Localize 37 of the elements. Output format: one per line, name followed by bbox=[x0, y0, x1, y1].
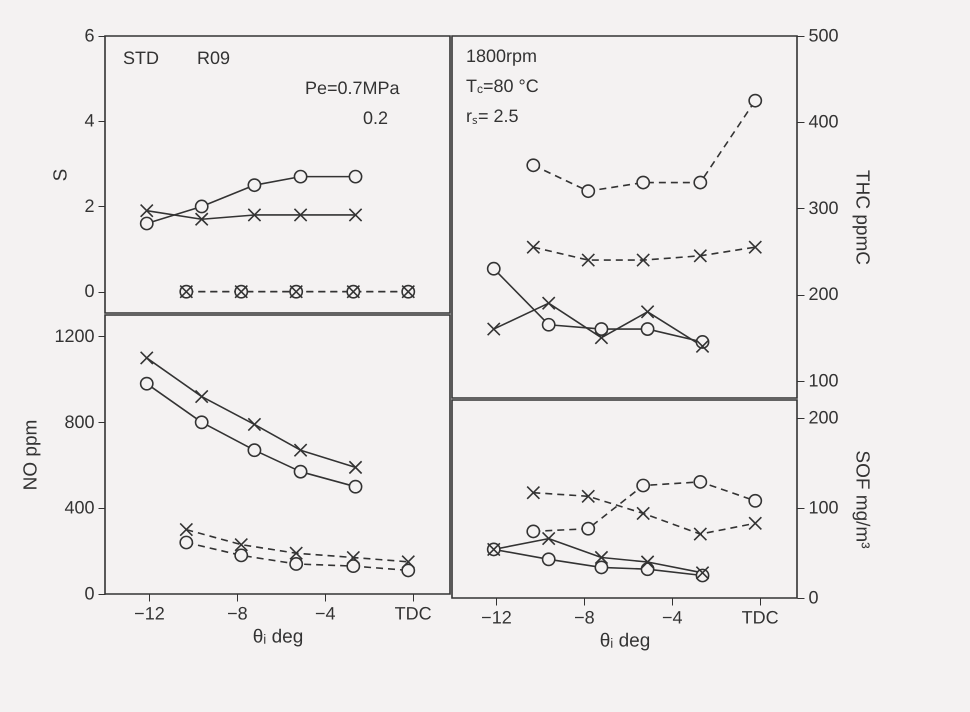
x-tick-label: −8 bbox=[227, 604, 248, 624]
y2-tick-label: 100 bbox=[808, 498, 839, 518]
annotation: R09 bbox=[197, 48, 230, 68]
annotation: STD bbox=[123, 48, 159, 68]
y-tick-label: 800 bbox=[64, 412, 94, 432]
x-axis-title: θᵢ deg bbox=[600, 630, 650, 652]
y2-tick-label: 300 bbox=[808, 198, 839, 218]
annotation: rₛ= 2.5 bbox=[466, 106, 519, 126]
y2-tick-label: 200 bbox=[808, 284, 839, 304]
y-tick-label: 1200 bbox=[54, 326, 94, 346]
y-axis-title: NO ppm bbox=[20, 420, 42, 490]
x-tick-label: −8 bbox=[574, 608, 595, 628]
x-tick-label: TDC bbox=[394, 604, 432, 624]
y2-tick-label: 400 bbox=[808, 112, 839, 132]
annotation: Tc=80 °C bbox=[466, 76, 539, 96]
annotation: 1800rpm bbox=[466, 46, 538, 66]
y2-tick-label: 0 bbox=[808, 588, 819, 608]
y-tick-label: 6 bbox=[84, 26, 94, 46]
x-tick-label: −12 bbox=[481, 608, 512, 628]
x-axis-title: θᵢ deg bbox=[252, 626, 304, 648]
annotation: 0.2 bbox=[363, 108, 388, 128]
y-tick-label: 4 bbox=[84, 110, 94, 131]
y-tick-label: 2 bbox=[84, 196, 94, 216]
y-tick-label: 400 bbox=[64, 498, 94, 518]
y2-tick-label: 100 bbox=[808, 370, 839, 390]
y-tick-label: 0 bbox=[84, 281, 94, 302]
x-tick-label: −4 bbox=[314, 604, 336, 624]
x-tick-label: TDC bbox=[742, 608, 779, 628]
y2-tick-label: 500 bbox=[808, 26, 839, 46]
y2-tick-label: 200 bbox=[808, 408, 839, 428]
y-tick-label: 0 bbox=[84, 584, 94, 604]
x-tick-label: −12 bbox=[134, 604, 165, 624]
y2-axis-title: THC ppmC bbox=[852, 170, 873, 266]
y-axis-title: S bbox=[50, 168, 72, 182]
annotation: Pe=0.7MPa bbox=[305, 78, 401, 98]
x-tick-label: −4 bbox=[662, 608, 683, 628]
y2-axis-title: SOF mg/m³ bbox=[852, 450, 873, 549]
